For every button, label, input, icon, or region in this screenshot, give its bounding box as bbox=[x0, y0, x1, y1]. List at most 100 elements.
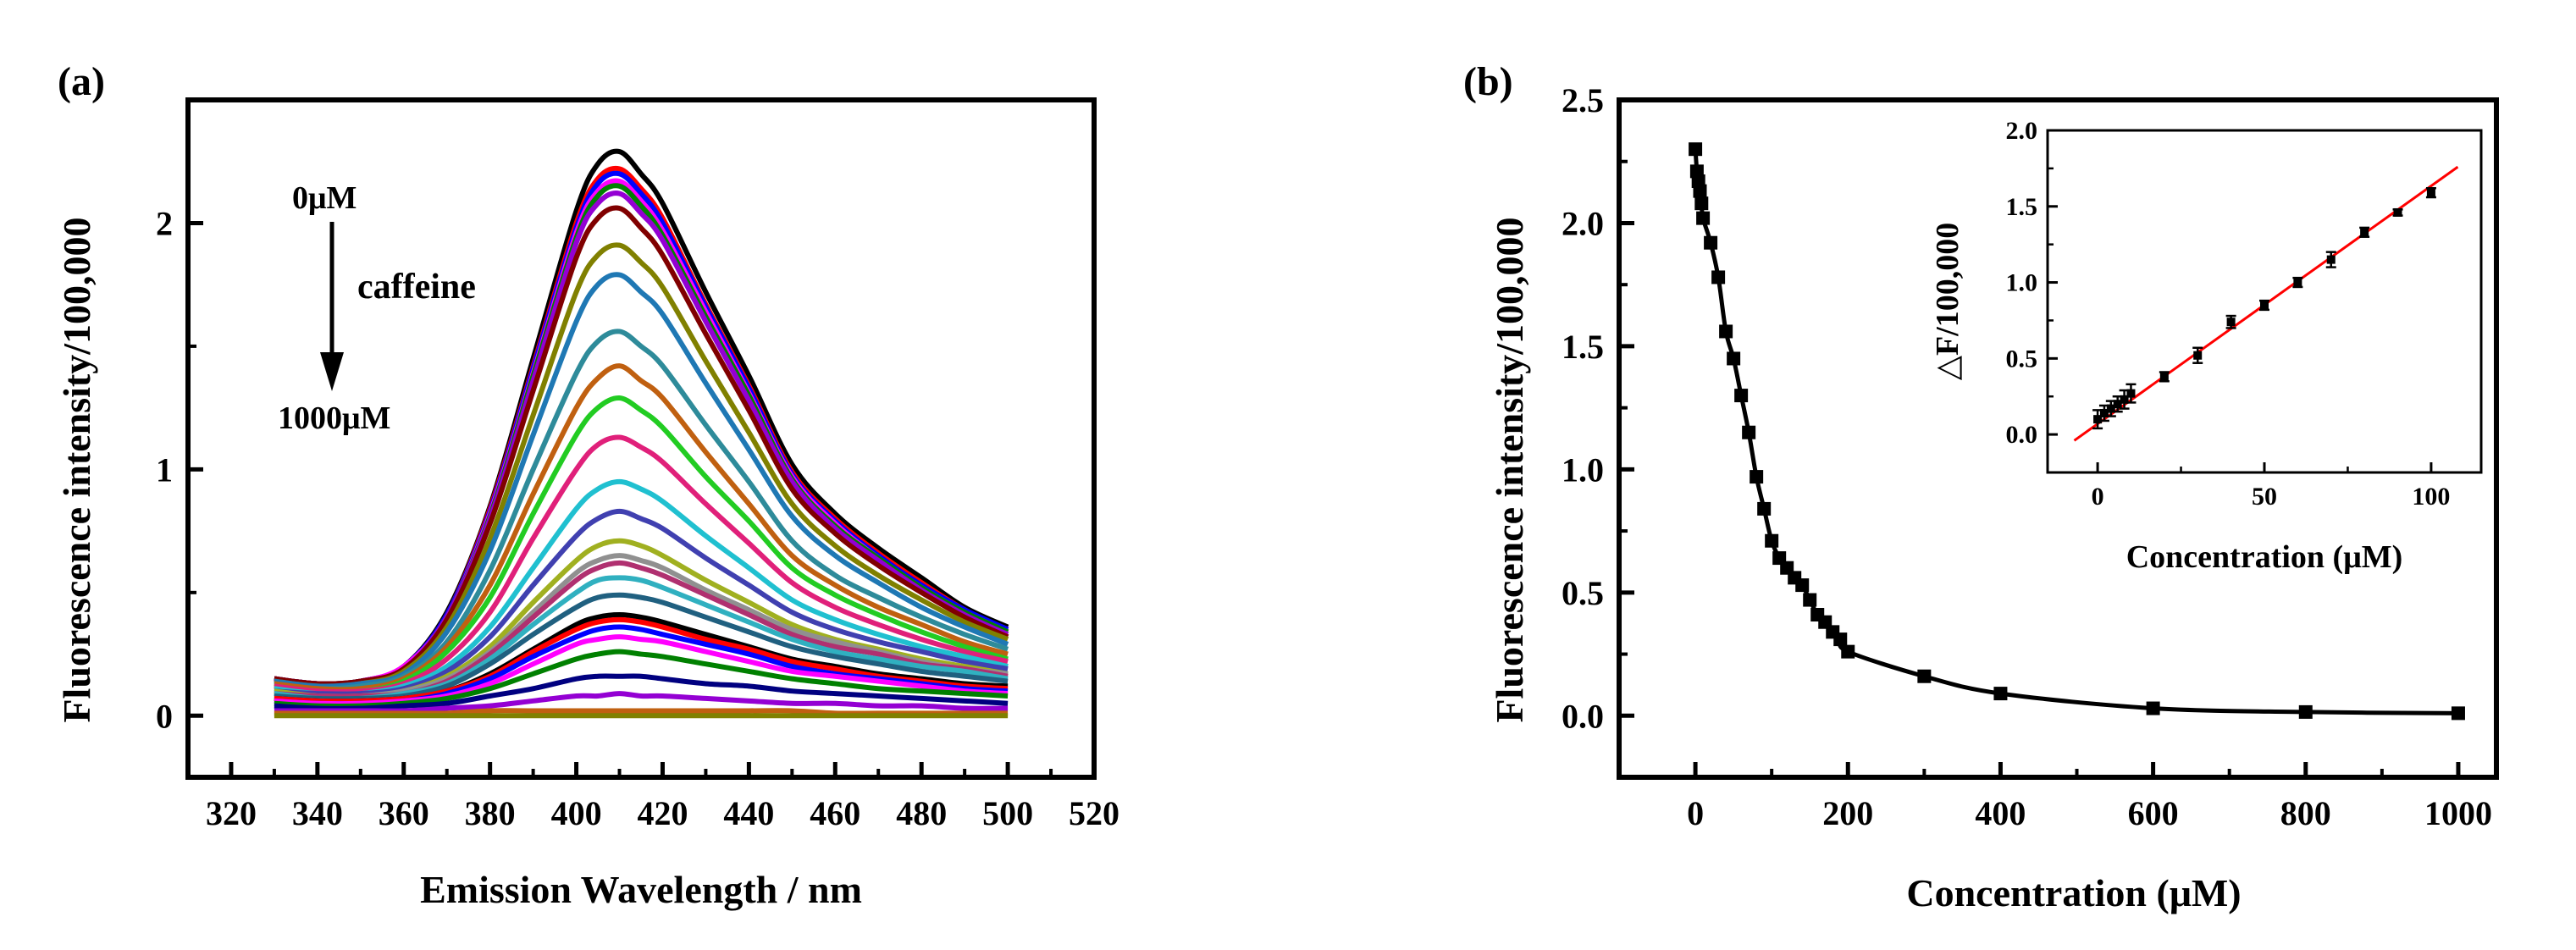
spectrum-line-8 bbox=[274, 272, 1009, 689]
quenching-point-7 bbox=[1711, 270, 1726, 284]
spectrum-line-6 bbox=[274, 205, 1009, 687]
plot-frame-a bbox=[185, 97, 1097, 780]
inset-x-axis-label: Concentration (μM) bbox=[2126, 539, 2403, 575]
quenching-point-9 bbox=[1727, 351, 1741, 366]
quenching-point-24 bbox=[1841, 644, 1855, 659]
quenching-point-29 bbox=[2451, 706, 2465, 721]
spectrum-line-14 bbox=[274, 508, 1009, 697]
quenching-point-11 bbox=[1742, 425, 1756, 439]
inset-y-tick-label-3: 1.5 bbox=[2006, 193, 2038, 221]
inset-point-3 bbox=[2113, 400, 2122, 409]
y-tick-label-b-4: 2.0 bbox=[1562, 204, 1604, 242]
inset-x-tick-label-2: 100 bbox=[2412, 483, 2450, 511]
quenching-point-10 bbox=[1734, 389, 1749, 403]
x-axis-label-b: Concentration (μM) bbox=[1906, 871, 2241, 914]
spectrum-line-26 bbox=[274, 691, 1009, 714]
y-tick-label-b-5: 2.5 bbox=[1562, 81, 1604, 119]
x-tick-label-b-1: 200 bbox=[1822, 794, 1873, 832]
quenching-point-8 bbox=[1719, 324, 1733, 339]
spectrum-line-27 bbox=[274, 708, 1009, 716]
plot-frame-b bbox=[1617, 97, 2499, 780]
panel-a-label: (a) bbox=[58, 59, 105, 104]
x-tick-label-a-5: 420 bbox=[637, 794, 688, 832]
inset-y-tick-label-0: 0.0 bbox=[2006, 421, 2038, 449]
inset-point-12 bbox=[2360, 228, 2369, 237]
x-tick-label-a-9: 500 bbox=[982, 794, 1033, 832]
x-tick-label-b-2: 400 bbox=[1975, 794, 2026, 832]
spectrum-line-19 bbox=[274, 592, 1009, 702]
quenching-point-27 bbox=[2146, 701, 2160, 715]
x-tick-label-a-4: 400 bbox=[551, 794, 602, 832]
quenching-point-23 bbox=[1833, 632, 1848, 647]
inset-x-tick-label-0: 0 bbox=[2092, 483, 2104, 511]
x-tick-label-a-3: 380 bbox=[465, 794, 516, 832]
quenching-point-28 bbox=[2298, 704, 2313, 719]
spectrum-line-12 bbox=[274, 434, 1009, 695]
panel-b: (b) 0 200 400 600 800 10000.00.51.01.52.02.5 … bbox=[1463, 59, 2499, 914]
inset-point-4 bbox=[2120, 395, 2129, 404]
x-tick-label-b-3: 600 bbox=[2128, 794, 2179, 832]
y-tick-label-b-1: 0.5 bbox=[1562, 574, 1604, 612]
spectrum-line-24 bbox=[274, 649, 1009, 709]
quenching-point-12 bbox=[1750, 470, 1764, 484]
inset-point-14 bbox=[2426, 188, 2435, 197]
quenching-point-19 bbox=[1803, 593, 1817, 607]
y-axis-label-b: Fluorescence intensity/100,000 bbox=[1488, 217, 1531, 722]
quenching-point-6 bbox=[1704, 235, 1718, 250]
axes-a: 320 340 360 380 400 420 440 460 480 500 520 0 1 2 bbox=[156, 204, 1119, 832]
annotation-1000um: 1000μM bbox=[278, 400, 390, 436]
y-tick-label-a-0: 0 bbox=[156, 697, 173, 735]
x-axis-label-a: Emission Wavelength / nm bbox=[420, 868, 862, 911]
y-axis-label-a: Fluorescence intensity/100,000 bbox=[55, 217, 98, 722]
inset-y-axis-label: △F/100,000 bbox=[1930, 223, 1965, 381]
x-tick-label-a-1: 340 bbox=[292, 794, 343, 832]
inset-point-2 bbox=[2106, 404, 2115, 413]
annotation-0um: 0μM bbox=[292, 180, 357, 216]
inset-y-tick-label-4: 2.0 bbox=[2006, 117, 2038, 145]
x-tick-label-a-8: 480 bbox=[896, 794, 947, 832]
inset-point-9 bbox=[2260, 301, 2269, 310]
panel-a: (a) 320 340 360 380 400 420 440 460 480 500 520 0 1 2… bbox=[55, 59, 1119, 911]
inset-point-0 bbox=[2093, 415, 2103, 424]
x-tick-label-a-6: 440 bbox=[723, 794, 774, 832]
quenching-point-14 bbox=[1765, 533, 1779, 548]
decrease-arrow-head bbox=[320, 352, 344, 391]
inset-y-tick-label-2: 1.0 bbox=[2006, 269, 2038, 297]
inset-x-tick-label-1: 50 bbox=[2252, 483, 2277, 511]
spectrum-line-5 bbox=[274, 191, 1009, 687]
y-tick-label-b-3: 1.5 bbox=[1562, 328, 1604, 366]
quenching-curve bbox=[1689, 142, 2465, 721]
inset-point-7 bbox=[2193, 351, 2203, 360]
quenching-point-26 bbox=[1993, 687, 2008, 701]
spectrum-line-13 bbox=[274, 478, 1009, 697]
spectra-curves bbox=[274, 148, 1009, 719]
quenching-point-3 bbox=[1693, 184, 1707, 198]
quenching-point-13 bbox=[1757, 501, 1772, 516]
inset-y-tick-label-1: 0.5 bbox=[2006, 345, 2038, 373]
quenching-point-18 bbox=[1795, 578, 1810, 593]
inset-axes: 0 50 100 0.0 0.5 1.0 1.5 2.0 bbox=[2006, 117, 2451, 511]
quenching-point-4 bbox=[1694, 196, 1709, 211]
x-tick-label-a-10: 520 bbox=[1069, 794, 1119, 832]
spectrum-line-9 bbox=[274, 329, 1009, 692]
inset-point-5 bbox=[2126, 389, 2136, 398]
x-tick-label-b-4: 800 bbox=[2280, 794, 2331, 832]
y-tick-label-a-1: 1 bbox=[156, 450, 173, 489]
inset-point-13 bbox=[2393, 207, 2402, 217]
quenching-point-5 bbox=[1696, 211, 1711, 225]
y-tick-label-b-0: 0.0 bbox=[1562, 697, 1604, 735]
inset-point-1 bbox=[2099, 408, 2109, 417]
annotation-caffeine: caffeine bbox=[357, 268, 476, 307]
inset-content bbox=[2073, 165, 2459, 442]
x-tick-label-b-5: 1000 bbox=[2424, 794, 2492, 832]
x-tick-label-b-0: 0 bbox=[1687, 794, 1704, 832]
inset-point-11 bbox=[2326, 255, 2336, 264]
y-tick-label-b-2: 1.0 bbox=[1562, 450, 1604, 489]
x-tick-label-a-0: 320 bbox=[206, 794, 257, 832]
x-tick-label-a-7: 460 bbox=[810, 794, 860, 832]
spectrum-line-25 bbox=[274, 673, 1009, 711]
quenching-point-0 bbox=[1689, 142, 1703, 157]
spectrum-line-11 bbox=[274, 395, 1009, 695]
